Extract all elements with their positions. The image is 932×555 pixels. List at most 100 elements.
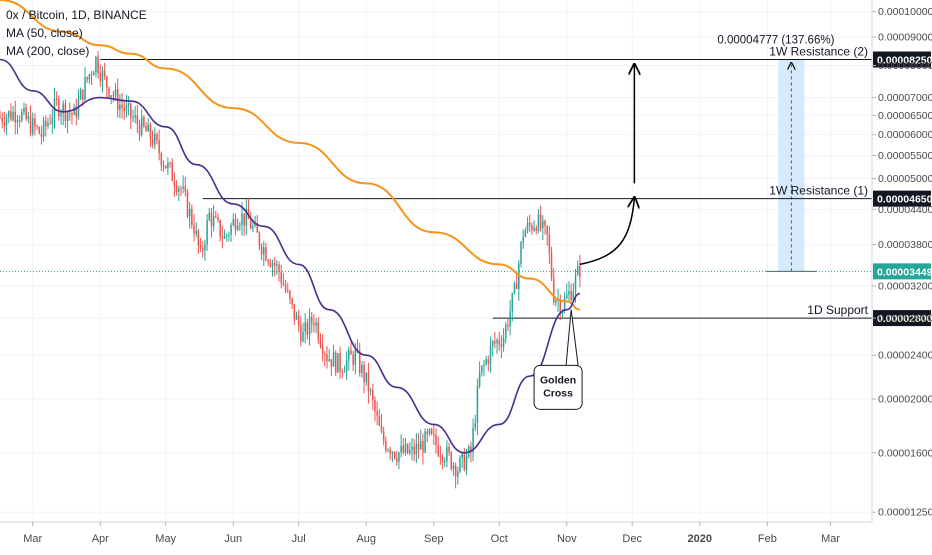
- candle-up: [446, 446, 448, 462]
- candle-up: [225, 235, 228, 237]
- level-price-tag-text: 0.00008250: [877, 55, 932, 67]
- candle-up: [295, 315, 298, 320]
- candle-down: [319, 339, 322, 346]
- candle-up: [60, 113, 62, 117]
- y-tick-label: 0.00002400: [878, 350, 932, 362]
- candle-down: [267, 260, 269, 263]
- candle-down: [136, 115, 139, 125]
- candle-down: [1, 117, 3, 123]
- candle-up: [400, 445, 402, 453]
- candle-down: [324, 353, 326, 355]
- callout-pointer: [565, 309, 579, 366]
- candle-down: [326, 354, 328, 361]
- candle-up: [481, 365, 483, 373]
- candle-down: [269, 262, 272, 267]
- candle-down: [426, 431, 429, 434]
- candle-up: [509, 311, 511, 327]
- candle-down: [138, 124, 141, 136]
- candle-down: [389, 450, 391, 454]
- candle-down: [36, 126, 38, 128]
- candle-up: [409, 449, 411, 454]
- candle-up: [77, 99, 80, 117]
- candle-down: [75, 106, 78, 117]
- candle-down: [372, 390, 374, 400]
- candle-down: [82, 89, 84, 100]
- candle-down: [99, 73, 102, 82]
- candle-down: [143, 117, 145, 126]
- candle-down: [112, 95, 115, 97]
- candle-down: [86, 77, 88, 80]
- candle-up: [513, 283, 516, 293]
- x-tick-label: Mar: [821, 533, 840, 545]
- candle-up: [31, 118, 34, 134]
- candle-down: [544, 220, 546, 226]
- candle-up: [252, 225, 254, 229]
- x-tick-label: 2020: [688, 533, 712, 545]
- candle-up: [302, 331, 304, 342]
- candle-up: [522, 236, 524, 243]
- candle-down: [193, 224, 195, 234]
- measure-layer: 0.00004777 (137.66%): [717, 35, 835, 272]
- candle-down: [382, 432, 385, 441]
- candle-down: [103, 70, 106, 77]
- candle-down: [441, 456, 444, 462]
- candle-up: [465, 456, 468, 471]
- candle-down: [130, 103, 132, 118]
- candle-up: [428, 429, 431, 434]
- candle-up: [348, 350, 350, 360]
- chart-legend: 0x / Bitcoin, 1D, BINANCE MA (50, close)…: [6, 6, 147, 60]
- candle-down: [0, 117, 1, 119]
- candle-down: [450, 452, 453, 469]
- candle-up: [332, 352, 335, 367]
- candle-down: [393, 452, 396, 458]
- candle-down: [313, 323, 315, 326]
- candle-down: [552, 278, 555, 303]
- candle-down: [579, 265, 581, 277]
- candle-up: [483, 364, 485, 366]
- candle-up: [511, 292, 514, 312]
- candle-up: [23, 107, 25, 113]
- candle-down: [498, 340, 500, 345]
- candle-down: [256, 223, 259, 233]
- candle-up: [461, 453, 463, 458]
- candle-up: [555, 299, 557, 303]
- candle-up: [304, 322, 306, 332]
- x-tick-label: Jun: [224, 533, 242, 545]
- current-price-tag-text: 0.00003449: [877, 266, 932, 278]
- candle-down: [234, 219, 237, 230]
- candle-up: [51, 118, 54, 124]
- candle-down: [34, 118, 36, 127]
- candle-down: [352, 354, 354, 365]
- level-label: 1W Resistance (1): [769, 184, 868, 198]
- y-tick-label: 0.00003800: [878, 239, 932, 251]
- y-tick-label: 0.00001600: [878, 447, 932, 459]
- candle-up: [502, 338, 505, 347]
- candle-down: [273, 263, 276, 266]
- candle-up: [263, 247, 265, 255]
- candle-down: [395, 457, 398, 462]
- candle-up: [232, 219, 235, 226]
- candle-up: [88, 74, 91, 80]
- candle-down: [145, 125, 147, 132]
- candle-up: [411, 446, 413, 450]
- candle-down: [199, 245, 202, 248]
- candle-down: [219, 220, 221, 238]
- candle-down: [413, 446, 415, 455]
- candle-up: [474, 423, 477, 428]
- candle-up: [361, 364, 363, 374]
- candle-down: [463, 453, 466, 471]
- candle-up: [328, 359, 330, 361]
- candle-down: [402, 445, 405, 453]
- candle-up: [140, 117, 143, 136]
- candle-down: [286, 290, 289, 292]
- candle-up: [533, 227, 535, 231]
- projection-curve-arrow: [579, 199, 635, 266]
- x-tick-label: Aug: [356, 533, 376, 545]
- candle-up: [182, 186, 184, 189]
- candle-down: [40, 133, 43, 137]
- candle-down: [289, 290, 291, 299]
- x-tick-label: Apr: [92, 533, 109, 545]
- candle-down: [108, 87, 110, 97]
